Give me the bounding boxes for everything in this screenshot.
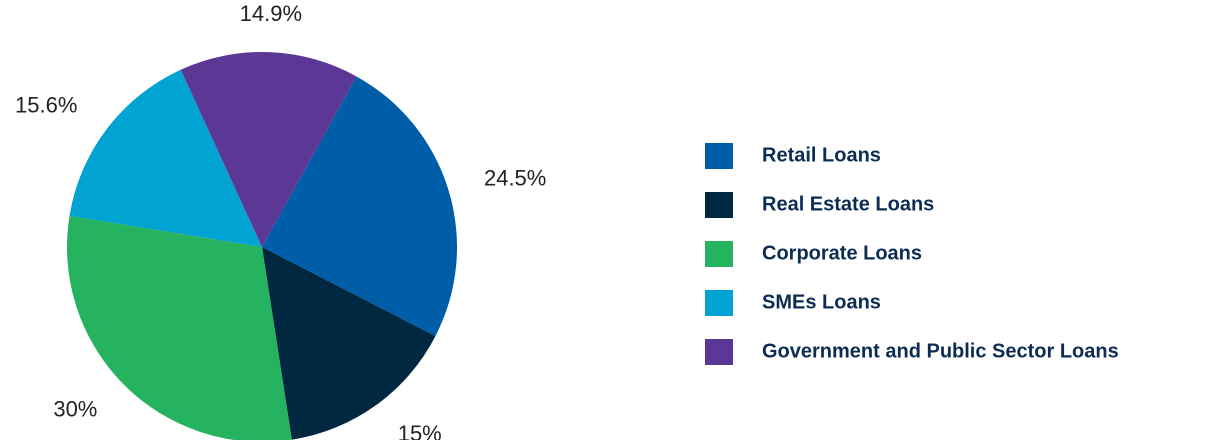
legend-swatch: [705, 241, 733, 267]
legend-label: Real Estate Loans: [762, 193, 934, 215]
legend-swatch: [705, 143, 733, 169]
legend-swatch: [705, 192, 733, 218]
legend-label: Corporate Loans: [762, 242, 922, 264]
slice-label: 15%: [398, 421, 442, 440]
pie-slice: [262, 76, 457, 337]
legend-label: Retail Loans: [762, 144, 881, 166]
slice-label: 15.6%: [15, 92, 77, 117]
legend-label: Government and Public Sector Loans: [762, 340, 1119, 362]
pie-slice: [67, 215, 292, 440]
slice-label: 14.9%: [240, 1, 302, 26]
slice-label: 24.5%: [484, 165, 546, 190]
pie-slice: [69, 69, 263, 247]
pie-slice: [262, 247, 436, 440]
legend-swatch: [705, 339, 733, 365]
slice-label: 30%: [53, 396, 97, 421]
legend-swatch: [705, 290, 733, 316]
legend-label: SMEs Loans: [762, 291, 881, 313]
pie-slice: [180, 52, 357, 248]
